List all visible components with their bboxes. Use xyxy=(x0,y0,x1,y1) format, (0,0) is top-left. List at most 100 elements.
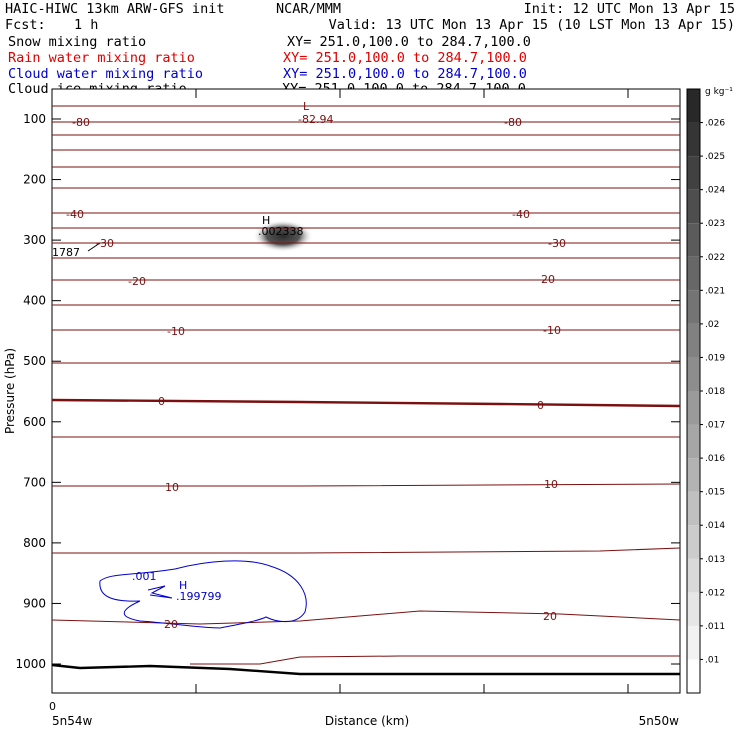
valid-time: Valid: 13 UTC Mon 13 Apr 15 (10 LST Mon … xyxy=(329,17,735,33)
colorbar-swatch xyxy=(687,323,700,358)
temp-label: -30 xyxy=(548,237,566,250)
fcst-value: 1 h xyxy=(74,17,98,33)
colorbar-swatch xyxy=(687,189,700,224)
colorbar: .01 .011 .012 .013 .014 .015 .016 .017 .018 .019.… xyxy=(686,88,725,694)
temp-contour-line xyxy=(52,547,680,554)
colorbar-swatch xyxy=(687,290,700,324)
model-title: HAIC-HIWC 13km ARW-GFS init xyxy=(5,1,224,17)
field-xsec-cloud-water: XY= 251.0,100.0 to 284.7,100.0 xyxy=(283,66,527,82)
temperature-labels: -80 -80 -82.94 -40 -40 -30 -30 -20 -20 -… xyxy=(66,100,566,631)
colorbar-swatch xyxy=(687,525,700,559)
temp-label: 20 xyxy=(543,610,557,623)
temp-label: -80 xyxy=(504,116,522,129)
field-xsec-rain: XY= 251.0,100.0 to 284.7,100.0 xyxy=(283,50,527,66)
colorbar-swatch xyxy=(687,357,700,391)
y-tick-label: 800 xyxy=(23,536,46,550)
temp-label-min: -82.94 xyxy=(298,113,333,126)
colorbar-tick-label: .019 xyxy=(705,353,725,363)
colorbar-swatch xyxy=(687,391,700,425)
colorbar-tick-label: .02 xyxy=(705,320,719,330)
colorbar-tick-label: .025 xyxy=(705,152,725,162)
colorbar-tick-label: .018 xyxy=(705,387,725,397)
colorbar-swatch xyxy=(687,256,700,291)
temp-label: 10 xyxy=(544,478,558,491)
colorbar-swatch xyxy=(687,592,700,626)
y-axis-label: Pressure (hPa) xyxy=(3,348,17,434)
snow-contour-value: 1787 xyxy=(52,246,80,259)
temp-contour-line xyxy=(52,610,680,625)
init-time: Init: 12 UTC Mon 13 Apr 15 xyxy=(524,1,735,17)
y-tick-label: 400 xyxy=(23,294,46,308)
temp-contour-line xyxy=(52,483,680,487)
field-name-rain: Rain water mixing ratio xyxy=(8,50,195,66)
temp-label: -40 xyxy=(512,208,530,221)
colorbar-swatch xyxy=(687,458,700,492)
plot-content: -80 -80 -82.94 -40 -40 -30 -30 -20 -20 -… xyxy=(52,100,680,676)
colorbar-tick-label: .017 xyxy=(705,421,725,431)
colorbar-swatch xyxy=(687,89,700,123)
x-start-label: 5n54w xyxy=(52,714,93,728)
colorbar-swatch xyxy=(687,223,700,257)
high-marker: H xyxy=(179,579,187,592)
colorbar-tick-label: .023 xyxy=(705,219,725,229)
cloud-water-contour xyxy=(99,560,307,629)
y-tick-label: 1000 xyxy=(15,657,46,671)
terrain-line xyxy=(52,663,680,676)
y-tick-label: 700 xyxy=(23,475,46,489)
colorbar-tick-label: .015 xyxy=(705,488,725,498)
field-name-cloud-water: Cloud water mixing ratio xyxy=(8,66,203,82)
colorbar-tick-label: .022 xyxy=(705,253,725,263)
colorbar-swatch xyxy=(687,156,700,190)
y-tick-label: 200 xyxy=(23,173,46,187)
field-xsec-snow: XY= 251.0,100.0 to 284.7,100.0 xyxy=(287,34,531,50)
colorbar-tick-label: .014 xyxy=(705,521,725,531)
colorbar-units: g kg⁻¹ xyxy=(705,87,733,97)
cloud-water-max-value: .199799 xyxy=(176,590,222,603)
high-marker: H xyxy=(262,214,270,227)
temp-contour-zero xyxy=(52,398,680,408)
ice-max-value: .002338 xyxy=(258,225,304,238)
x-end-label: 5n50w xyxy=(639,714,680,728)
temp-label: 0 xyxy=(158,395,165,408)
temp-label: -10 xyxy=(543,324,561,337)
ice-labels: H .002338 1787 xyxy=(52,214,304,259)
temperature-contours xyxy=(52,105,680,665)
colorbar-tick-label: .01 xyxy=(705,655,719,665)
x-axis-ticks xyxy=(195,89,629,693)
temp-label: -80 xyxy=(72,116,90,129)
temp-label: -30 xyxy=(96,237,114,250)
colorbar-swatch xyxy=(687,122,700,157)
y-tick-label: 600 xyxy=(23,415,46,429)
y-tick-label: 900 xyxy=(23,596,46,610)
colorbar-swatch xyxy=(687,491,700,526)
temp-label: -40 xyxy=(66,208,84,221)
x-zero-label: 0 xyxy=(49,700,56,713)
colorbar-swatch xyxy=(687,625,700,660)
cloud-water-labels: .001 H .199799 xyxy=(132,570,222,603)
field-name-snow: Snow mixing ratio xyxy=(8,34,146,50)
colorbar-tick-label: .012 xyxy=(705,588,725,598)
temp-label: -20 xyxy=(128,275,146,288)
header: HAIC-HIWC 13km ARW-GFS init NCAR/MMM Ini… xyxy=(5,1,735,97)
temp-label: -20 xyxy=(537,273,555,286)
x-axis-label: Distance (km) xyxy=(325,714,409,728)
colorbar-tick-label: .021 xyxy=(705,286,725,296)
colorbar-tick-label: .013 xyxy=(705,555,725,565)
temp-label: 0 xyxy=(537,399,544,412)
colorbar-tick-label: .024 xyxy=(705,186,725,196)
temp-label: -10 xyxy=(167,325,185,338)
temp-label: 10 xyxy=(165,481,179,494)
temp-label: 20 xyxy=(164,618,178,631)
colorbar-swatch xyxy=(687,558,700,593)
plot-frame xyxy=(51,88,681,694)
y-tick-label: 100 xyxy=(23,112,46,126)
cloud-water-contour-value: .001 xyxy=(132,570,157,583)
y-tick-label: 300 xyxy=(23,233,46,247)
fcst-label: Fcst: xyxy=(5,17,46,33)
y-tick-label: 500 xyxy=(23,354,46,368)
colorbar-swatch xyxy=(687,424,700,459)
colorbar-tick-label: .016 xyxy=(705,454,725,464)
temp-contour-line xyxy=(190,655,680,665)
snow-contour-fragment xyxy=(87,242,101,252)
